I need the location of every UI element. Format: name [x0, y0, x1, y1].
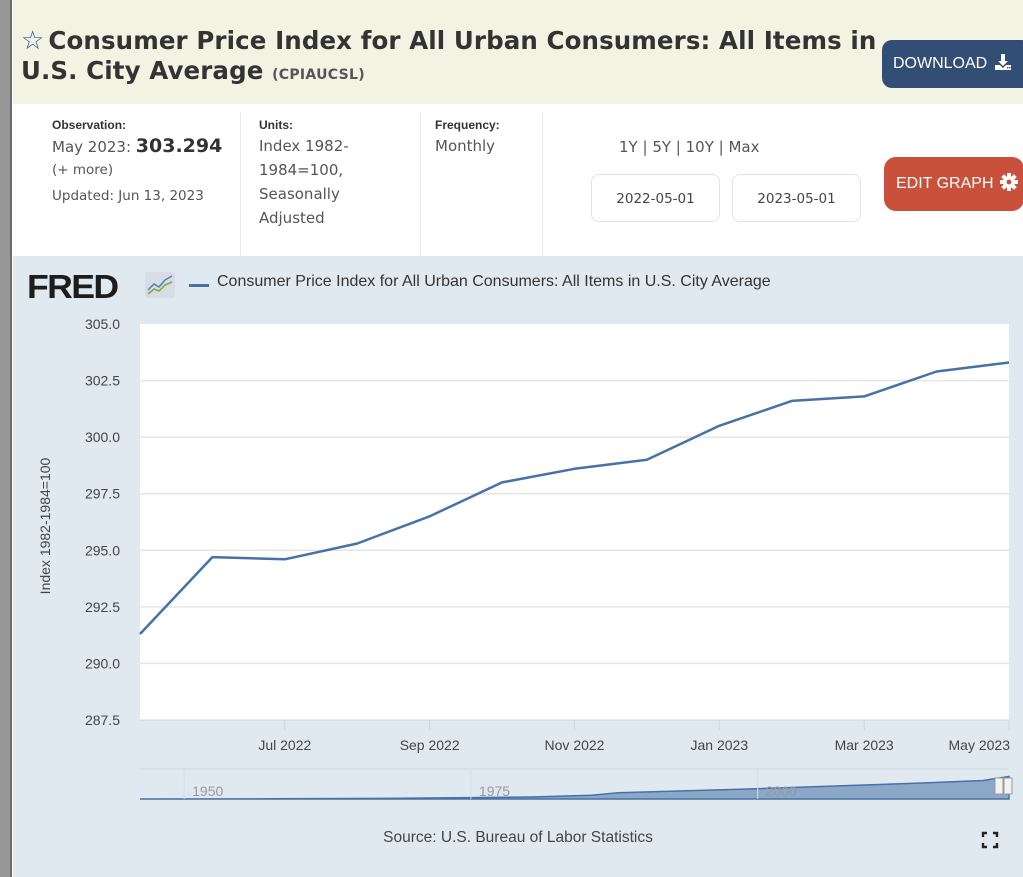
y-tick-label: 297.5 [85, 486, 120, 502]
range-10y[interactable]: 10Y [685, 138, 714, 156]
date-range-presets: 1Y | 5Y | 10Y | Max [619, 138, 759, 156]
series-code: (CPIAUCSL) [272, 67, 365, 83]
source-note: Source: U.S. Bureau of Labor Statistics [383, 829, 653, 846]
series-header: ☆ Consumer Price Index for All Urban Cons… [13, 0, 1023, 104]
y-tick-label: 305.0 [85, 316, 120, 332]
y-tick-label: 295.0 [85, 542, 120, 558]
y-tick-label: 292.5 [85, 599, 120, 615]
updated-date: Updated: Jun 13, 2023 [52, 188, 204, 204]
page-title: ☆ Consumer Price Index for All Urban Cons… [21, 26, 881, 90]
fred-logo[interactable]: FRED [27, 268, 119, 305]
navigator-label: 1950 [192, 783, 223, 799]
units-value: Index 1982- 1984=100, Seasonally Adjuste… [259, 134, 349, 230]
x-tick-label: Nov 2022 [545, 737, 605, 753]
legend-swatch [189, 284, 209, 287]
divider [420, 112, 421, 256]
star-outline-icon[interactable]: ☆ [21, 26, 45, 56]
series-line [139, 361, 1010, 635]
line-chart: 305.0 302.5 300.0 297.5 295.0 292.5 290.0 287.5… [37, 316, 1013, 800]
series-title: Consumer Price Index for All Urban Consu… [21, 26, 877, 85]
range-max[interactable]: Max [728, 138, 760, 156]
graph-panel: FRED Consumer Price Index for All Urban … [13, 256, 1023, 877]
frequency-label: Frequency: [435, 118, 500, 132]
end-date-input[interactable]: 2023-05-01 [732, 174, 861, 222]
observation-date: May 2023: [52, 138, 132, 156]
units-line: Adjusted [259, 209, 325, 227]
y-axis-title: Index 1982-1984=100 [37, 457, 53, 594]
download-button[interactable]: DOWNLOAD [882, 40, 1023, 88]
units-line: Index 1982- [259, 137, 349, 155]
range-1y[interactable]: 1Y [619, 138, 638, 156]
more-link[interactable]: (+ more) [52, 162, 114, 178]
y-tick-label: 300.0 [85, 429, 120, 445]
x-tick-label: Mar 2023 [835, 737, 894, 753]
series-metadata: Observation: May 2023: 303.294 (+ more) … [13, 104, 1023, 256]
units-block: Units: Index 1982- 1984=100, Seasonally … [259, 118, 349, 230]
edit-graph-button[interactable]: EDIT GRAPH [884, 157, 1023, 211]
observation-block: Observation: May 2023: 303.294 (+ more) … [52, 118, 222, 208]
fred-chart-icon [145, 272, 175, 298]
navigator-series [139, 775, 1010, 800]
range-separator: | [713, 138, 729, 156]
x-tick-label: Jul 2022 [258, 737, 311, 753]
legend-label: Consumer Price Index for All Urban Consu… [217, 273, 771, 290]
edit-graph-label: EDIT GRAPH [896, 175, 994, 192]
navigator-label: 1975 [479, 783, 510, 799]
observation-label: Observation: [52, 118, 127, 132]
observation-value-line: May 2023: 303.294 [52, 134, 222, 159]
download-label: DOWNLOAD [893, 55, 988, 72]
observation-value: 303.294 [135, 135, 223, 157]
frequency-block: Frequency: Monthly [435, 118, 500, 158]
units-line: 1984=100, [259, 161, 344, 179]
start-date-input[interactable]: 2022-05-01 [591, 174, 720, 222]
navigator-handle-left[interactable] [994, 777, 1004, 795]
navigator-handle-right[interactable] [1003, 777, 1013, 795]
units-label: Units: [259, 118, 293, 132]
frequency-value: Monthly [435, 137, 496, 155]
x-tick-label: May 2023 [949, 737, 1011, 753]
plot-area [140, 324, 1009, 720]
y-tick-label: 302.5 [85, 373, 120, 389]
range-separator: | [671, 138, 686, 156]
fullscreen-icon[interactable] [981, 831, 999, 849]
browser-edge [0, 0, 12, 877]
range-5y[interactable]: 5Y [652, 138, 672, 156]
divider [542, 112, 543, 256]
y-tick-label: 287.5 [85, 712, 120, 728]
download-icon [994, 54, 1011, 70]
divider [240, 112, 241, 256]
range-separator: | [637, 138, 653, 156]
y-tick-label: 290.0 [85, 655, 120, 671]
x-tick-label: Jan 2023 [691, 737, 749, 753]
units-line: Seasonally [259, 185, 340, 203]
navigator-label: 2000 [766, 783, 797, 799]
gear-icon [999, 173, 1018, 191]
x-tick-label: Sep 2022 [400, 737, 460, 753]
